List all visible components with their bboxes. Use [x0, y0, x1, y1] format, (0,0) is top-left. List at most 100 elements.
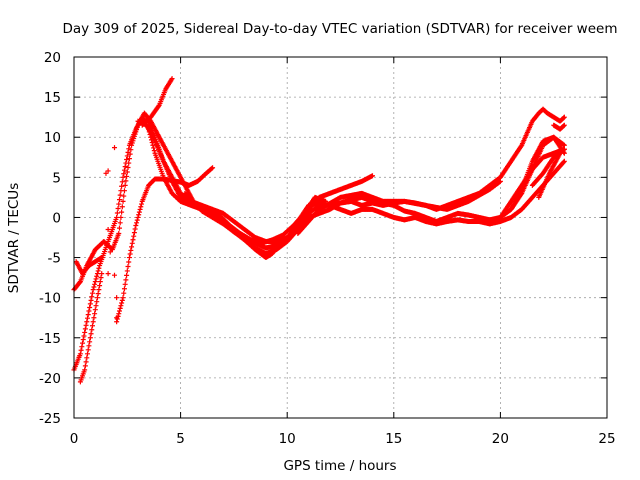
- data-point: [131, 230, 137, 236]
- data-point: [119, 183, 125, 189]
- data-point: [132, 226, 138, 232]
- plot-frame: [73, 56, 608, 419]
- data-point: [128, 147, 134, 153]
- data-point: [84, 319, 90, 325]
- data-point: [121, 167, 127, 173]
- data-point: [88, 331, 94, 337]
- data-point: [117, 220, 123, 226]
- data-point: [105, 271, 111, 277]
- data-point: [93, 276, 99, 282]
- data-point: [116, 225, 122, 231]
- y-tick-label: -10: [39, 291, 61, 307]
- data-point: [139, 201, 145, 207]
- y-tick-label: 20: [44, 50, 61, 66]
- x-tick-label: 10: [279, 431, 296, 447]
- data-point: [136, 212, 142, 218]
- data-point: [119, 300, 125, 306]
- data-point: [122, 164, 128, 170]
- data-point: [151, 148, 157, 154]
- data-point: [89, 327, 95, 333]
- data-point: [112, 272, 118, 278]
- data-point: [114, 315, 120, 321]
- y-tick-label: 10: [44, 130, 61, 146]
- x-axis-label: GPS time / hours: [283, 458, 396, 474]
- data-point: [114, 210, 120, 216]
- data-point: [87, 304, 93, 310]
- series-track-10: [508, 134, 567, 212]
- data-point: [122, 182, 128, 188]
- data-point: [124, 169, 130, 175]
- data-point: [129, 240, 135, 246]
- data-point: [127, 251, 133, 257]
- x-tick-label: 15: [385, 431, 402, 447]
- data-point: [136, 209, 142, 215]
- data-point: [134, 217, 140, 223]
- data-point: [94, 273, 100, 279]
- data-point: [92, 307, 98, 313]
- data-point: [135, 214, 141, 220]
- data-point: [119, 204, 125, 210]
- data-point: [124, 272, 130, 278]
- data-point: [89, 294, 95, 300]
- data-points: [71, 76, 567, 385]
- data-point: [96, 287, 102, 293]
- data-point: [134, 220, 140, 226]
- data-point: [121, 286, 127, 292]
- data-point: [92, 311, 98, 317]
- data-point: [120, 174, 126, 180]
- series-track-3: [114, 165, 216, 325]
- data-point: [557, 150, 563, 156]
- data-point: [497, 178, 503, 184]
- data-point: [93, 303, 99, 309]
- data-point: [87, 339, 93, 345]
- data-point: [86, 308, 92, 314]
- data-point: [88, 297, 94, 303]
- data-point: [86, 343, 92, 349]
- data-point: [137, 206, 143, 212]
- x-tick-label: 20: [492, 431, 509, 447]
- data-point: [85, 351, 91, 357]
- data-point: [117, 305, 123, 311]
- data-point: [130, 237, 136, 243]
- data-point: [82, 329, 88, 335]
- data-point: [169, 76, 175, 82]
- data-point: [126, 259, 132, 265]
- data-point: [561, 115, 567, 121]
- data-point: [85, 312, 91, 318]
- data-point: [127, 151, 133, 157]
- data-point: [561, 146, 567, 152]
- data-point: [126, 160, 132, 166]
- data-point: [112, 145, 118, 151]
- data-point: [114, 214, 120, 220]
- data-point: [78, 347, 84, 353]
- data-point: [103, 170, 109, 176]
- data-point: [98, 275, 104, 281]
- data-point: [210, 165, 216, 171]
- x-tick-label: 25: [598, 431, 615, 447]
- data-point: [83, 359, 89, 365]
- x-tick-label: 0: [70, 431, 79, 447]
- data-point: [323, 198, 329, 204]
- y-tick-label: 15: [44, 90, 61, 106]
- data-point: [115, 206, 121, 212]
- data-point: [125, 263, 131, 269]
- data-point: [150, 142, 156, 148]
- data-point: [561, 159, 567, 165]
- data-point: [128, 247, 134, 253]
- data-point: [85, 315, 91, 321]
- y-axis-label: SDTVAR / TECUs: [6, 183, 22, 293]
- data-point: [119, 209, 125, 215]
- data-point: [209, 165, 215, 171]
- data-point: [120, 295, 126, 301]
- x-tick-label: 5: [176, 431, 185, 447]
- series-track-14: [295, 178, 503, 236]
- data-point: [121, 171, 127, 177]
- data-point: [87, 301, 93, 307]
- data-point: [119, 179, 125, 185]
- data-point: [118, 303, 124, 309]
- data-point: [99, 255, 105, 261]
- data-point: [90, 287, 96, 293]
- y-tick-label: -25: [39, 411, 61, 427]
- data-point: [121, 193, 127, 199]
